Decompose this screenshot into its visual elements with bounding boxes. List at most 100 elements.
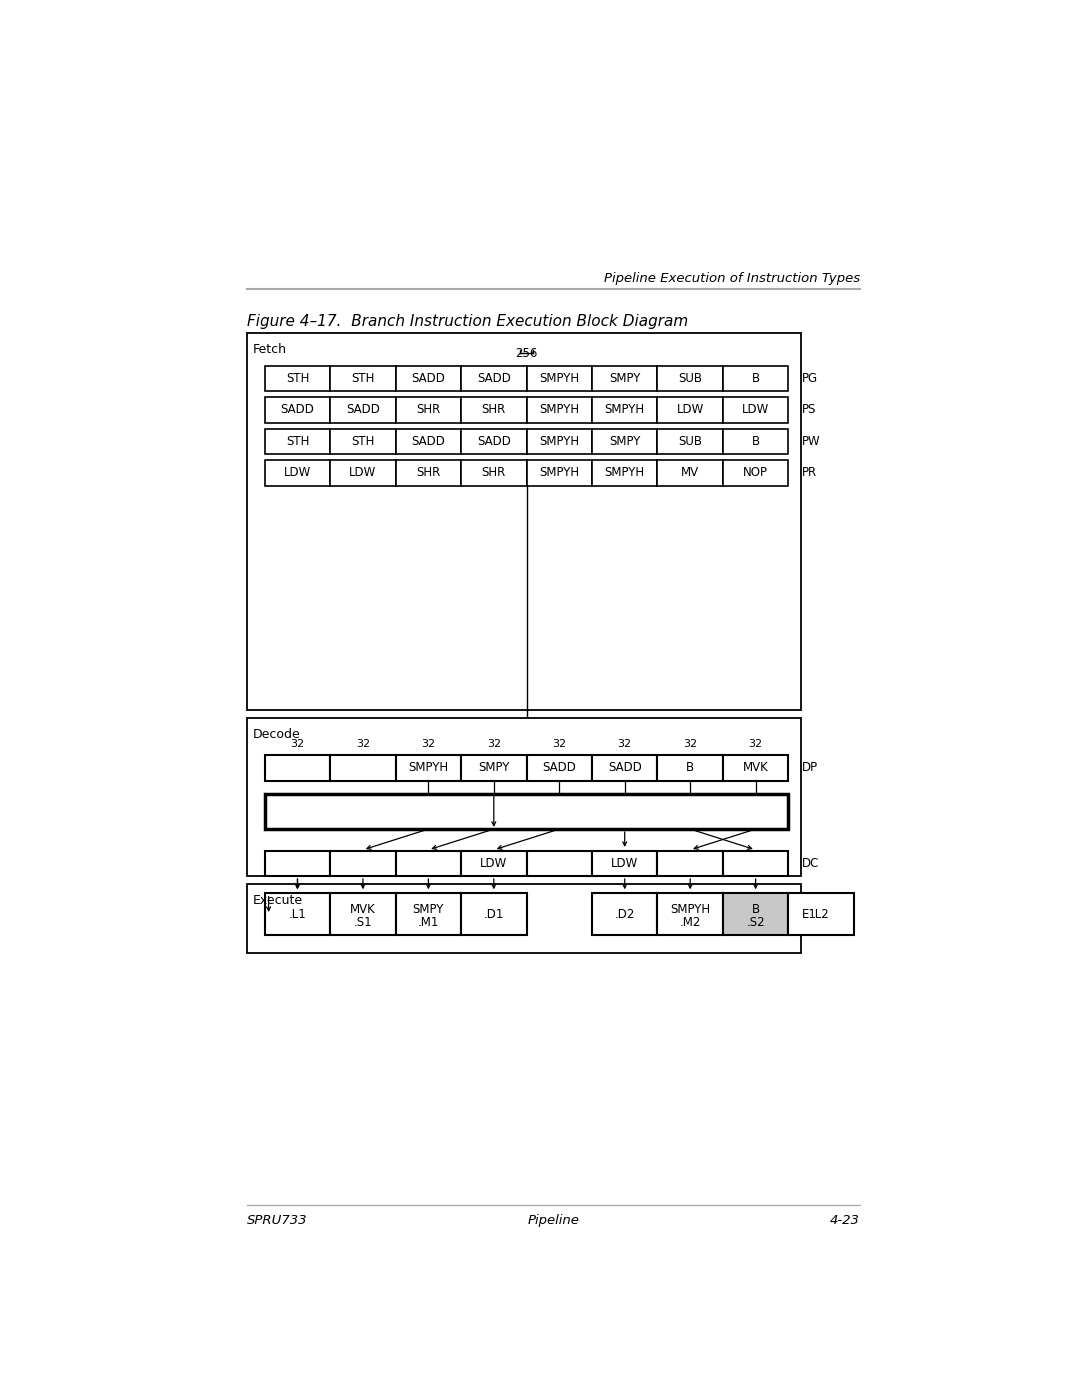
Bar: [461, 756, 527, 781]
Text: SMPYH: SMPYH: [605, 404, 645, 416]
Bar: [265, 460, 330, 486]
Bar: [461, 429, 527, 454]
Text: Pipeline Execution of Instruction Types: Pipeline Execution of Instruction Types: [604, 271, 860, 285]
Text: .L1: .L1: [288, 908, 307, 921]
Bar: [330, 851, 395, 876]
Text: B: B: [752, 372, 759, 384]
Text: STH: STH: [286, 434, 309, 448]
Text: Pipeline: Pipeline: [527, 1214, 580, 1227]
Text: NOP: NOP: [743, 467, 768, 479]
Bar: [265, 893, 330, 936]
Text: SADD: SADD: [411, 434, 445, 448]
Bar: [658, 893, 723, 936]
Bar: [723, 756, 788, 781]
Bar: [658, 460, 723, 486]
Bar: [527, 397, 592, 422]
Bar: [395, 397, 461, 422]
Bar: [461, 851, 527, 876]
Text: 4-23: 4-23: [831, 1214, 860, 1227]
Text: 32: 32: [421, 739, 435, 749]
Text: PW: PW: [802, 434, 821, 448]
Text: SADD: SADD: [281, 404, 314, 416]
Text: .M1: .M1: [418, 916, 440, 929]
Bar: [265, 397, 330, 422]
Bar: [527, 851, 592, 876]
Text: .S1: .S1: [353, 916, 373, 929]
Bar: [592, 429, 658, 454]
Text: SADD: SADD: [608, 761, 642, 774]
Bar: [592, 851, 658, 876]
Bar: [592, 366, 658, 391]
Text: LDW: LDW: [742, 404, 769, 416]
Text: SMPYH: SMPYH: [670, 902, 711, 915]
Bar: [247, 884, 801, 953]
Text: Figure 4–17.  Branch Instruction Execution Block Diagram: Figure 4–17. Branch Instruction Executio…: [247, 314, 688, 330]
Bar: [265, 795, 788, 828]
Text: 256: 256: [515, 346, 538, 360]
Text: 32: 32: [291, 739, 305, 749]
Bar: [658, 756, 723, 781]
Text: 32: 32: [618, 739, 632, 749]
Bar: [265, 756, 330, 781]
Text: LDW: LDW: [349, 467, 377, 479]
Text: SUB: SUB: [678, 372, 702, 384]
Text: SHR: SHR: [482, 467, 505, 479]
Text: SHR: SHR: [416, 404, 441, 416]
Text: Execute: Execute: [253, 894, 303, 907]
Text: SMPY: SMPY: [609, 372, 640, 384]
Bar: [395, 366, 461, 391]
Text: .D1: .D1: [484, 908, 504, 921]
Text: E1: E1: [802, 908, 818, 921]
Bar: [527, 460, 592, 486]
Text: LDW: LDW: [676, 404, 704, 416]
Bar: [461, 397, 527, 422]
Text: .M2: .M2: [679, 916, 701, 929]
Bar: [592, 756, 658, 781]
Text: STH: STH: [351, 372, 375, 384]
Bar: [395, 429, 461, 454]
Text: MVK: MVK: [350, 902, 376, 915]
Bar: [330, 893, 395, 936]
Bar: [395, 851, 461, 876]
Text: SMPY: SMPY: [478, 761, 510, 774]
Bar: [592, 397, 658, 422]
Bar: [461, 893, 527, 936]
Text: SMPYH: SMPYH: [539, 372, 579, 384]
Text: LDW: LDW: [284, 467, 311, 479]
Text: SHR: SHR: [416, 467, 441, 479]
Bar: [395, 756, 461, 781]
Text: 32: 32: [748, 739, 762, 749]
Text: SUB: SUB: [678, 434, 702, 448]
Bar: [527, 756, 592, 781]
Text: Decode: Decode: [253, 728, 301, 742]
Text: .D2: .D2: [615, 908, 635, 921]
Text: SMPY: SMPY: [609, 434, 640, 448]
Text: SMPYH: SMPYH: [408, 761, 448, 774]
Text: .L2: .L2: [812, 908, 829, 921]
Bar: [592, 460, 658, 486]
Text: B: B: [752, 434, 759, 448]
Bar: [330, 366, 395, 391]
Text: SADD: SADD: [542, 761, 577, 774]
Text: 32: 32: [487, 739, 501, 749]
Text: 32: 32: [356, 739, 370, 749]
Text: LDW: LDW: [481, 856, 508, 870]
Bar: [330, 397, 395, 422]
Bar: [723, 851, 788, 876]
Bar: [265, 429, 330, 454]
Bar: [658, 366, 723, 391]
Bar: [592, 893, 658, 936]
Bar: [723, 429, 788, 454]
Bar: [247, 718, 801, 876]
Text: SADD: SADD: [411, 372, 445, 384]
Text: SMPYH: SMPYH: [539, 467, 579, 479]
Text: SMPYH: SMPYH: [539, 434, 579, 448]
Text: SADD: SADD: [477, 372, 511, 384]
Bar: [461, 366, 527, 391]
Bar: [395, 893, 461, 936]
Text: DP: DP: [802, 761, 819, 774]
Bar: [330, 429, 395, 454]
Text: STH: STH: [351, 434, 375, 448]
Bar: [265, 366, 330, 391]
Text: MVK: MVK: [743, 761, 769, 774]
